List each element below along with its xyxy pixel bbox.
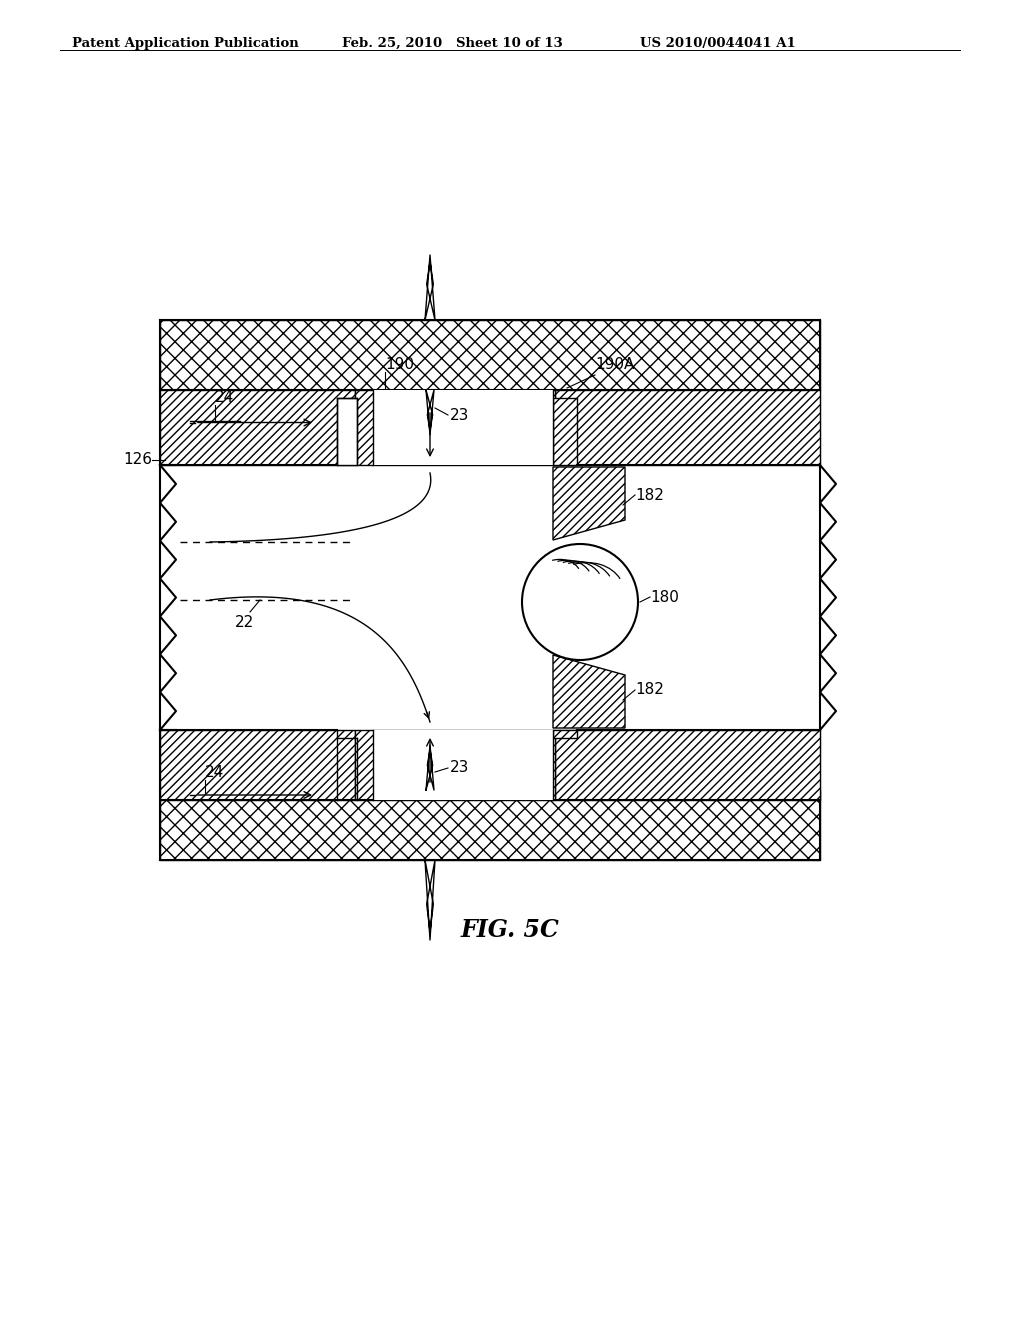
Bar bbox=[555, 730, 820, 800]
Text: 23: 23 bbox=[450, 760, 469, 776]
Bar bbox=[160, 319, 820, 389]
Bar bbox=[373, 389, 553, 465]
Bar bbox=[160, 789, 820, 861]
Bar bbox=[355, 389, 555, 465]
Text: 23: 23 bbox=[450, 408, 469, 422]
Bar bbox=[337, 399, 357, 465]
Text: 180: 180 bbox=[650, 590, 679, 605]
Bar bbox=[355, 730, 555, 800]
Bar bbox=[160, 730, 355, 800]
Bar bbox=[160, 389, 355, 465]
Text: 190: 190 bbox=[385, 356, 414, 372]
Bar bbox=[553, 730, 577, 738]
Text: US 2010/0044041 A1: US 2010/0044041 A1 bbox=[640, 37, 796, 50]
Text: 24: 24 bbox=[205, 766, 224, 780]
Text: 24: 24 bbox=[215, 389, 234, 404]
Text: 190A: 190A bbox=[595, 356, 635, 372]
Polygon shape bbox=[553, 655, 625, 729]
Text: 182: 182 bbox=[635, 487, 664, 503]
Polygon shape bbox=[553, 467, 625, 540]
Text: Feb. 25, 2010   Sheet 10 of 13: Feb. 25, 2010 Sheet 10 of 13 bbox=[342, 37, 563, 50]
Text: 182: 182 bbox=[635, 682, 664, 697]
Text: Patent Application Publication: Patent Application Publication bbox=[72, 37, 299, 50]
Text: FIG. 5C: FIG. 5C bbox=[461, 917, 559, 942]
Circle shape bbox=[522, 544, 638, 660]
Bar bbox=[553, 399, 577, 465]
Bar bbox=[555, 389, 820, 465]
Bar bbox=[373, 730, 553, 800]
Text: 126: 126 bbox=[123, 453, 152, 467]
Text: 22: 22 bbox=[234, 615, 254, 630]
